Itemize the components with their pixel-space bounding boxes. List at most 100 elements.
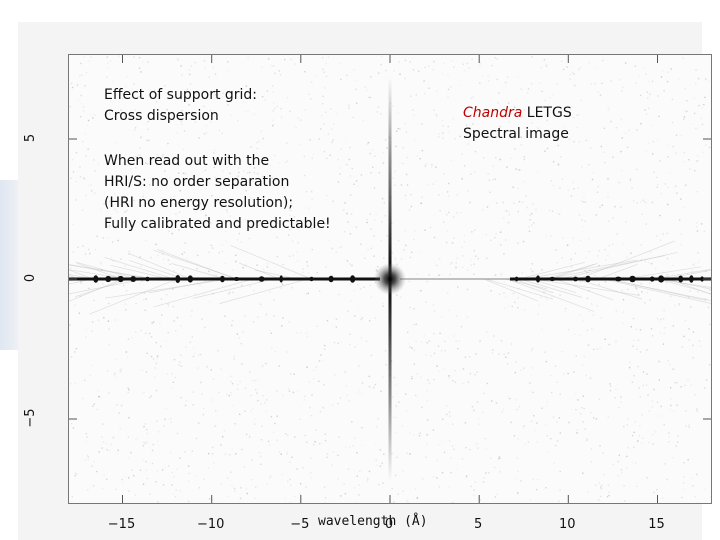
noise-speck — [410, 205, 413, 208]
noise-speck — [70, 177, 72, 179]
noise-speck — [209, 300, 211, 303]
noise-speck — [161, 314, 163, 316]
noise-speck — [127, 457, 130, 459]
noise-speck — [385, 69, 387, 72]
noise-speck — [423, 335, 425, 337]
noise-speck — [701, 107, 703, 109]
noise-speck — [385, 350, 387, 352]
noise-speck — [492, 349, 494, 351]
noise-speck — [578, 68, 580, 71]
noise-speck — [234, 490, 236, 493]
spectral-image-label: Spectral image — [463, 126, 569, 142]
noise-speck — [596, 66, 598, 69]
noise-speck — [694, 170, 696, 172]
noise-speck — [662, 497, 664, 499]
noise-speck — [428, 382, 431, 384]
noise-speck — [681, 496, 683, 499]
noise-speck — [308, 207, 310, 209]
noise-speck — [608, 343, 610, 346]
noise-speck — [531, 122, 533, 124]
noise-speck — [211, 247, 214, 249]
noise-speck — [698, 104, 700, 107]
noise-speck — [194, 61, 196, 64]
noise-speck — [356, 475, 358, 477]
noise-speck — [573, 141, 575, 143]
noise-speck — [488, 472, 490, 474]
noise-speck — [169, 451, 172, 454]
noise-speck — [616, 233, 618, 235]
noise-speck — [199, 353, 202, 356]
noise-speck — [98, 395, 100, 398]
noise-speck — [119, 370, 122, 373]
noise-speck — [447, 96, 449, 98]
noise-speck — [556, 83, 558, 85]
noise-speck — [597, 499, 600, 501]
noise-speck — [108, 226, 110, 228]
noise-speck — [651, 80, 654, 83]
noise-speck — [666, 80, 669, 83]
noise-speck — [698, 259, 701, 261]
noise-speck — [544, 99, 546, 101]
noise-speck — [289, 209, 292, 212]
noise-speck — [146, 352, 148, 354]
noise-speck — [133, 83, 135, 85]
noise-speck — [687, 296, 690, 298]
noise-speck — [648, 441, 650, 444]
noise-speck — [662, 70, 664, 72]
noise-speck — [688, 328, 690, 330]
noise-speck — [353, 487, 356, 489]
noise-speck — [117, 449, 119, 451]
noise-speck — [450, 159, 452, 161]
noise-speck — [231, 383, 234, 385]
noise-speck — [483, 392, 485, 395]
noise-speck — [134, 494, 136, 496]
noise-speck — [576, 429, 578, 431]
noise-speck — [545, 405, 548, 407]
noise-speck — [687, 459, 689, 461]
noise-speck — [409, 256, 412, 259]
noise-speck — [340, 78, 342, 81]
noise-speck — [523, 158, 525, 161]
noise-speck — [397, 493, 399, 495]
noise-speck — [525, 195, 527, 197]
noise-speck — [173, 195, 175, 197]
noise-speck — [490, 290, 492, 292]
noise-speck — [270, 332, 273, 334]
noise-speck — [447, 88, 450, 91]
noise-speck — [155, 481, 157, 483]
noise-speck — [311, 191, 313, 193]
noise-speck — [346, 74, 348, 77]
noise-speck — [287, 480, 289, 483]
scatter-streak — [578, 240, 675, 280]
noise-speck — [462, 266, 464, 269]
noise-speck — [702, 151, 704, 153]
noise-speck — [487, 75, 489, 77]
noise-speck — [123, 284, 125, 287]
noise-speck — [548, 209, 551, 212]
noise-speck — [311, 198, 313, 200]
noise-speck — [205, 214, 207, 217]
noise-speck — [159, 322, 161, 324]
noise-speck — [138, 57, 141, 59]
noise-speck — [591, 303, 593, 305]
noise-speck — [566, 244, 569, 246]
noise-speck — [622, 322, 624, 324]
noise-speck — [424, 229, 426, 231]
noise-speck — [114, 319, 116, 321]
noise-speck — [306, 441, 308, 443]
noise-speck — [513, 202, 515, 204]
noise-speck — [492, 179, 494, 181]
noise-speck — [245, 85, 247, 87]
noise-speck — [87, 456, 89, 458]
noise-speck — [93, 403, 95, 405]
noise-speck — [394, 258, 397, 260]
noise-speck — [111, 260, 113, 262]
noise-speck — [79, 295, 81, 297]
noise-speck — [361, 317, 363, 319]
noise-speck — [87, 119, 90, 122]
noise-speck — [483, 477, 485, 479]
noise-speck — [252, 379, 254, 382]
noise-speck — [473, 494, 475, 497]
noise-speck — [214, 94, 217, 96]
noise-speck — [448, 411, 451, 413]
